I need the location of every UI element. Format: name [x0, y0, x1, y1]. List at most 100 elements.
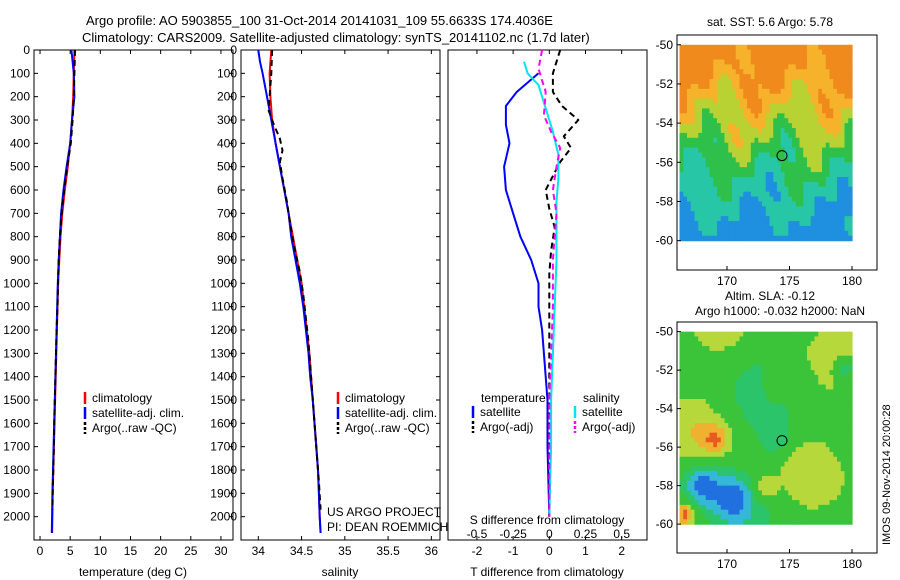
map-cell	[702, 44, 707, 51]
map-cell	[829, 461, 834, 467]
map-cell	[739, 331, 744, 338]
map-cell	[848, 360, 853, 366]
map-cell	[769, 495, 774, 501]
map-cell	[814, 128, 819, 134]
map-cell	[792, 451, 797, 458]
map-cell	[769, 137, 774, 144]
map-cell	[773, 181, 778, 188]
map-cell	[705, 413, 711, 419]
map-cell	[844, 128, 849, 134]
map-cell	[690, 461, 696, 467]
map-cell	[739, 152, 744, 158]
map-cell	[705, 191, 711, 198]
map-cell	[784, 442, 789, 448]
map-cell	[743, 211, 748, 217]
map-cell	[758, 350, 763, 357]
map-cell	[822, 480, 827, 487]
map-cell	[750, 88, 756, 95]
map-cell	[784, 403, 789, 410]
map-cell	[814, 59, 819, 65]
map-cell	[679, 206, 684, 212]
map-cell	[687, 403, 692, 410]
map-cell	[773, 442, 778, 448]
map-cell	[803, 132, 808, 139]
map-cell	[769, 49, 774, 56]
map-cell	[720, 191, 726, 198]
map-cell	[769, 44, 774, 51]
map-cell	[840, 456, 846, 463]
map-cell	[683, 230, 688, 237]
map-cell	[758, 399, 763, 405]
map-cell	[837, 142, 842, 149]
map-cell	[709, 466, 714, 472]
map-cell	[777, 456, 782, 463]
map-cell	[732, 162, 737, 168]
map-cell	[818, 389, 823, 395]
map-cell	[848, 379, 853, 386]
map-cell	[705, 181, 711, 188]
map-cell	[807, 54, 812, 61]
map-cell	[683, 206, 688, 212]
map-cell	[750, 69, 756, 75]
map-cell	[762, 44, 767, 51]
map-cell	[717, 157, 722, 163]
map-cell	[777, 360, 782, 366]
map-cell	[739, 514, 744, 520]
map-cell	[687, 176, 692, 183]
map-cell	[829, 74, 834, 80]
map-cell	[795, 83, 801, 90]
map-cell	[848, 403, 853, 410]
map-cell	[814, 437, 819, 443]
map-cell	[795, 147, 801, 154]
map-cell	[788, 500, 793, 506]
map-cell	[717, 79, 722, 85]
map-cell	[810, 157, 816, 163]
map-cell	[762, 427, 767, 434]
map-cell	[803, 152, 808, 158]
map-cell	[799, 365, 804, 371]
map-cell	[765, 137, 771, 144]
map-cell	[825, 509, 831, 516]
map-cell	[698, 74, 703, 80]
map-cell	[818, 341, 823, 347]
map-cell	[822, 147, 827, 154]
map-cell	[724, 480, 729, 487]
map-cell	[765, 374, 771, 381]
map-cell	[720, 509, 726, 516]
map-cell	[814, 408, 819, 415]
map-cell	[713, 191, 718, 198]
map-cell	[690, 509, 696, 516]
map-cell	[694, 514, 699, 520]
map-cell	[743, 331, 748, 338]
map-cell	[705, 394, 711, 400]
map-cell	[795, 181, 801, 188]
map-cell	[724, 167, 729, 173]
map-cell	[732, 490, 737, 496]
map-cell	[728, 509, 733, 516]
map-cell	[728, 196, 733, 203]
map-cell	[780, 451, 786, 458]
map-cell	[743, 456, 748, 463]
map-cell	[690, 221, 696, 227]
map-cell	[837, 211, 842, 217]
map-cell	[837, 181, 842, 188]
map-cell	[683, 54, 688, 61]
map-cell	[803, 54, 808, 61]
map-cell	[765, 403, 771, 410]
y-tick-label: 200	[217, 90, 237, 104]
map-cell	[837, 403, 842, 410]
map-cell	[773, 389, 778, 395]
map-cell	[732, 360, 737, 366]
map-cell	[702, 221, 707, 227]
map-cell	[694, 142, 699, 149]
map-cell	[679, 485, 684, 492]
map-cell	[690, 403, 696, 410]
map-cell	[694, 471, 699, 477]
map-cell	[814, 504, 819, 511]
map-cell	[705, 500, 711, 506]
map-cell	[687, 456, 692, 463]
map-cell	[844, 113, 849, 119]
map-cell	[713, 206, 718, 212]
map-cell	[784, 490, 789, 496]
map-cell	[754, 365, 759, 371]
